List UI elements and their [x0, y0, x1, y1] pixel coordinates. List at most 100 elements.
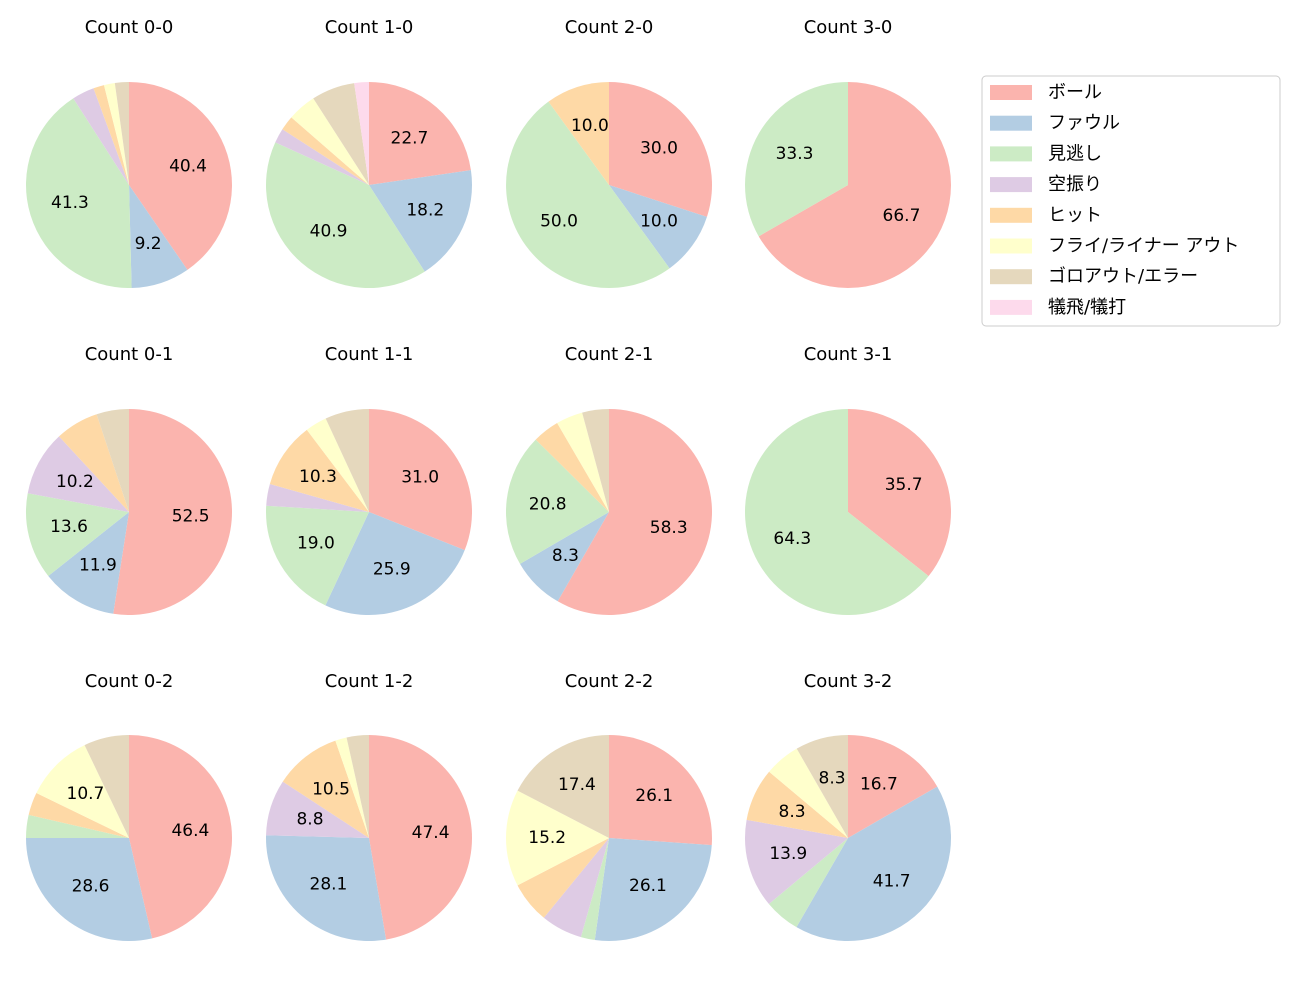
slice-label: 41.7	[873, 872, 911, 892]
pie-slice	[36, 745, 129, 838]
slice-label: 26.1	[629, 876, 667, 896]
legend-box	[981, 75, 1281, 327]
pie-slice	[113, 409, 233, 616]
pie-slice	[282, 117, 369, 185]
slice-label: 16.7	[860, 774, 898, 794]
pie-slice	[506, 101, 670, 288]
pie-slice	[548, 82, 609, 185]
pie-slice	[26, 493, 130, 576]
pie-slice	[609, 82, 712, 217]
slice-label: 64.3	[773, 529, 811, 549]
pie-slice	[506, 790, 609, 886]
pie-slice	[609, 185, 707, 269]
slice-label: 17.4	[558, 775, 596, 795]
slice-label: 28.1	[310, 875, 348, 895]
legend-swatch	[990, 299, 1032, 315]
slice-label: 8.3	[779, 802, 806, 822]
pie-slice	[275, 129, 369, 185]
pie-slice	[129, 82, 232, 270]
legend-swatch	[990, 85, 1032, 100]
slice-label: 10.2	[56, 472, 94, 492]
pie-title: Count 0-1	[85, 344, 174, 365]
pie-slice	[506, 439, 609, 564]
pie-slice	[25, 98, 132, 288]
legend-swatch	[990, 269, 1032, 285]
slice-label: 8.3	[552, 546, 579, 566]
pie-slice	[580, 838, 609, 941]
pie-slice	[325, 512, 465, 615]
pie-slice	[744, 409, 929, 615]
pie-slice	[129, 185, 188, 288]
pie-slice	[266, 484, 369, 512]
slice-label: 8.3	[819, 768, 846, 788]
pie-slice	[306, 418, 369, 512]
slice-label: 40.4	[169, 157, 207, 177]
pie-title: Count 0-0	[85, 17, 174, 38]
pie-slice	[96, 409, 129, 512]
slice-label: 41.3	[51, 193, 89, 213]
slice-label: 13.6	[50, 517, 88, 537]
pie-title: Count 1-1	[325, 344, 414, 365]
pie-slice	[369, 735, 472, 940]
pie-slice	[768, 838, 848, 928]
slice-label: 33.3	[776, 144, 814, 164]
pie-slice	[129, 735, 233, 939]
legend-label: ゴロアウト/エラー	[1048, 266, 1198, 287]
slice-label: 28.6	[72, 876, 110, 896]
legend-swatch	[990, 177, 1032, 193]
slice-label: 10.0	[571, 116, 609, 136]
pie-slice	[266, 835, 387, 941]
pie-slice	[266, 505, 369, 606]
pie-slice	[28, 792, 129, 838]
pie-title: Count 3-1	[804, 344, 893, 365]
pie-slice	[266, 142, 425, 288]
pie-slice	[796, 735, 848, 838]
legend-label: フライ/ライナー アウト	[1048, 236, 1239, 257]
pie-slice	[335, 737, 369, 838]
legend-swatch	[990, 207, 1032, 223]
slice-label: 13.9	[769, 844, 807, 864]
pie-slice	[291, 98, 369, 185]
slice-label: 18.2	[406, 201, 444, 221]
legend-label: 見逃し	[1048, 143, 1102, 164]
pie-title: Count 3-0	[804, 17, 893, 38]
pie-slice	[848, 735, 938, 838]
pie-slice	[746, 771, 848, 838]
pie-slice	[269, 429, 369, 512]
pie-slice	[93, 85, 129, 185]
pie-slice	[848, 409, 951, 577]
slice-label: 50.0	[540, 211, 578, 231]
pie-slice	[582, 409, 609, 512]
pie-slice	[325, 409, 369, 512]
pie-title: Count 1-0	[325, 17, 414, 38]
legend-swatch	[990, 115, 1032, 131]
pie-slice	[354, 82, 369, 185]
pie-slice	[84, 735, 129, 838]
slice-label: 15.2	[528, 828, 566, 848]
pie-slice	[282, 740, 369, 838]
pie-slice	[114, 82, 129, 185]
pie-title: Count 3-2	[804, 671, 893, 692]
legend-label: ボール	[1048, 82, 1102, 103]
pie-slice	[609, 735, 713, 846]
pie-slice	[73, 88, 129, 185]
pie-slice	[369, 82, 471, 185]
pie-slice	[594, 838, 712, 941]
pie-slice	[557, 412, 609, 512]
slice-label: 9.2	[135, 234, 162, 254]
pie-slice	[104, 82, 129, 185]
slice-label: 26.1	[635, 786, 673, 806]
pie-slice	[48, 512, 129, 614]
pie-title: Count 2-0	[565, 17, 654, 38]
pie-title: Count 2-1	[565, 344, 654, 365]
pie-slice	[369, 170, 472, 272]
pie-slice	[543, 838, 609, 938]
slice-label: 66.7	[883, 206, 921, 226]
slice-label: 30.0	[640, 139, 678, 159]
slice-label: 19.0	[297, 534, 335, 554]
pie-slice	[369, 409, 472, 551]
slice-label: 47.4	[412, 823, 450, 843]
pie-slice	[517, 838, 609, 918]
